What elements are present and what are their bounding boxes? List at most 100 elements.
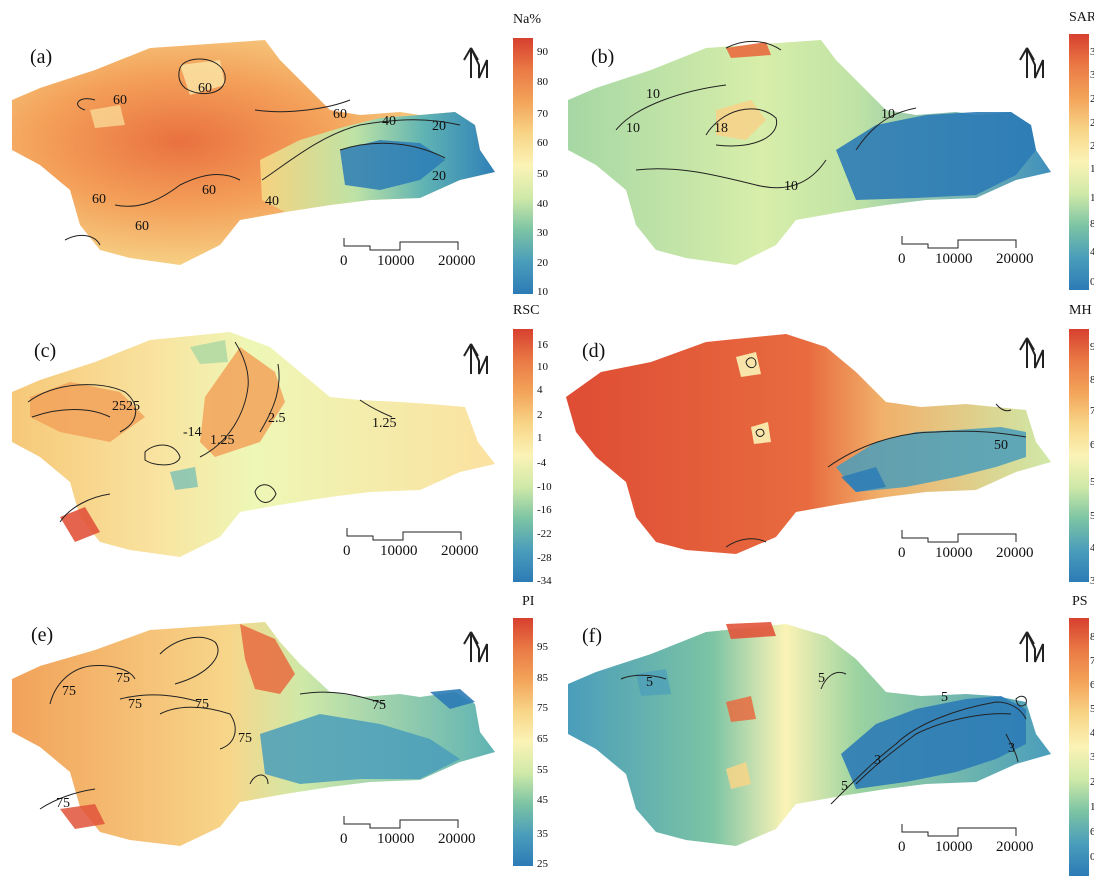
tick-label: 90 — [537, 46, 548, 58]
tick-label: 80 — [537, 76, 548, 88]
tick-label: 65 — [537, 733, 548, 745]
contour-label: 75 — [372, 698, 386, 713]
map-a: 60 60 60 60 60 60 40 40 20 20 — [12, 40, 495, 265]
contour-label: 10 — [626, 121, 640, 136]
tick-label: 3 — [1090, 69, 1094, 81]
scale-label: 10000 — [380, 543, 418, 559]
map-f: 5 5 5 3 5 3 — [568, 622, 1051, 846]
tick-label: 60 — [537, 137, 548, 149]
legend-title: MH — [1069, 303, 1092, 318]
contour-label: 75 — [56, 796, 70, 811]
panel-label: (f) — [582, 625, 602, 647]
panel-a: 60 60 60 60 60 60 40 40 20 20 (a) Na% 90… — [0, 0, 548, 298]
tick-label: 5 — [1090, 476, 1094, 488]
legend-title: RSC — [513, 303, 540, 318]
tick-label: 5 — [1090, 703, 1094, 715]
tick-label: 8 — [1090, 374, 1094, 386]
scale-label: 10000 — [935, 251, 973, 267]
tick-label: -16 — [537, 504, 552, 516]
scale-bar — [901, 236, 1017, 249]
scale-label: 0 — [343, 543, 351, 559]
contour-label: 10 — [881, 107, 895, 122]
tick-label: 70 — [537, 108, 548, 120]
tick-label: 2 — [1090, 117, 1094, 129]
tick-label: 4 — [537, 384, 543, 396]
tick-label: 0 — [1090, 276, 1094, 288]
contour-label: 3 — [1008, 741, 1015, 756]
tick-label: 1 — [1090, 192, 1094, 204]
legend-title: Na% — [513, 12, 541, 27]
tick-label: 9 — [1090, 341, 1094, 353]
tick-label: 8 — [1090, 218, 1094, 230]
tick-label: 40 — [537, 198, 548, 210]
tick-label: 4 — [1090, 246, 1094, 258]
region-shape — [568, 624, 1051, 846]
contour-label: 3 — [874, 753, 881, 768]
scale-label: 20000 — [996, 839, 1034, 855]
color-bar — [1069, 329, 1089, 582]
contour-label: 20 — [432, 169, 446, 184]
contour-label: 10 — [784, 179, 798, 194]
tick-label: 4 — [1090, 727, 1094, 739]
scale-bar — [346, 528, 462, 541]
map-e: 75 75 75 75 75 75 75 — [12, 622, 495, 846]
tick-label: 95 — [537, 641, 548, 653]
tick-label: 3 — [1090, 575, 1094, 587]
scale-label: 0 — [340, 253, 348, 269]
tick-label: 3 — [1090, 751, 1094, 763]
tick-label: 1 — [1090, 801, 1094, 813]
tick-label: 30 — [537, 227, 548, 239]
tick-label: 2 — [1090, 140, 1094, 152]
contour-label: 5 — [818, 671, 825, 686]
north-arrow-icon — [463, 47, 488, 79]
scale-label: 10000 — [935, 839, 973, 855]
tick-label: 7 — [1090, 405, 1094, 417]
contour-label: 60 — [198, 81, 212, 96]
tick-label: -10 — [537, 481, 552, 493]
tick-label: 20 — [537, 257, 548, 269]
tick-label: 75 — [537, 702, 548, 714]
scale-label: 20000 — [996, 545, 1034, 561]
tick-label: -22 — [537, 528, 552, 540]
tick-label: 1 — [537, 432, 543, 444]
contour-label: 10 — [646, 87, 660, 102]
region-shape — [12, 40, 495, 265]
scale-label: 20000 — [441, 543, 479, 559]
color-bar — [1069, 34, 1089, 290]
panel-b: 10 10 18 10 10 (b) SAR 3 3 2 2 2 1 1 8 4… — [556, 0, 1094, 292]
color-bar — [513, 38, 533, 294]
scale-bar — [901, 824, 1017, 837]
scale-bar — [343, 816, 459, 829]
region-shape — [12, 332, 495, 557]
contour-label: 60 — [135, 219, 149, 234]
color-bar — [513, 329, 533, 582]
contour-label: 60 — [92, 192, 106, 207]
scale-bar — [343, 238, 459, 251]
region-shape — [568, 40, 1051, 265]
tick-label: 3 — [1090, 46, 1094, 58]
panel-e: 75 75 75 75 75 75 75 (e) PI 95 85 75 65 … — [0, 584, 548, 876]
legend-title: PS — [1072, 594, 1088, 609]
tick-label: 55 — [537, 764, 548, 776]
tick-label: 10 — [537, 286, 548, 298]
panel-d: 50 (d) MH 9 8 7 6 5 5 4 3 0 10000 20000 — [556, 292, 1094, 587]
contour-label: 75 — [128, 697, 142, 712]
tick-label: 0 — [1090, 851, 1094, 863]
tick-label: -4 — [537, 457, 547, 469]
scale-label: 10000 — [377, 253, 415, 269]
tick-label: 4 — [1090, 542, 1094, 554]
tick-label: 5 — [1090, 510, 1094, 522]
tick-label: 2 — [537, 409, 543, 421]
contour-label: 60 — [333, 107, 347, 122]
contour-label: 20 — [432, 119, 446, 134]
contour-label: 75 — [62, 684, 76, 699]
tick-label: -28 — [537, 552, 552, 564]
panel-c: 2525 -14 1.25 2.5 1.25 (c) RSC 16 10 4 2… — [0, 292, 552, 587]
tick-label: 2 — [1090, 93, 1094, 105]
tick-label: 45 — [537, 794, 548, 806]
map-c: 2525 -14 1.25 2.5 1.25 — [12, 332, 495, 557]
panel-label: (d) — [582, 340, 606, 362]
panel-label: (b) — [591, 46, 615, 68]
contour-label: 75 — [116, 671, 130, 686]
contour-label: 40 — [265, 194, 279, 209]
